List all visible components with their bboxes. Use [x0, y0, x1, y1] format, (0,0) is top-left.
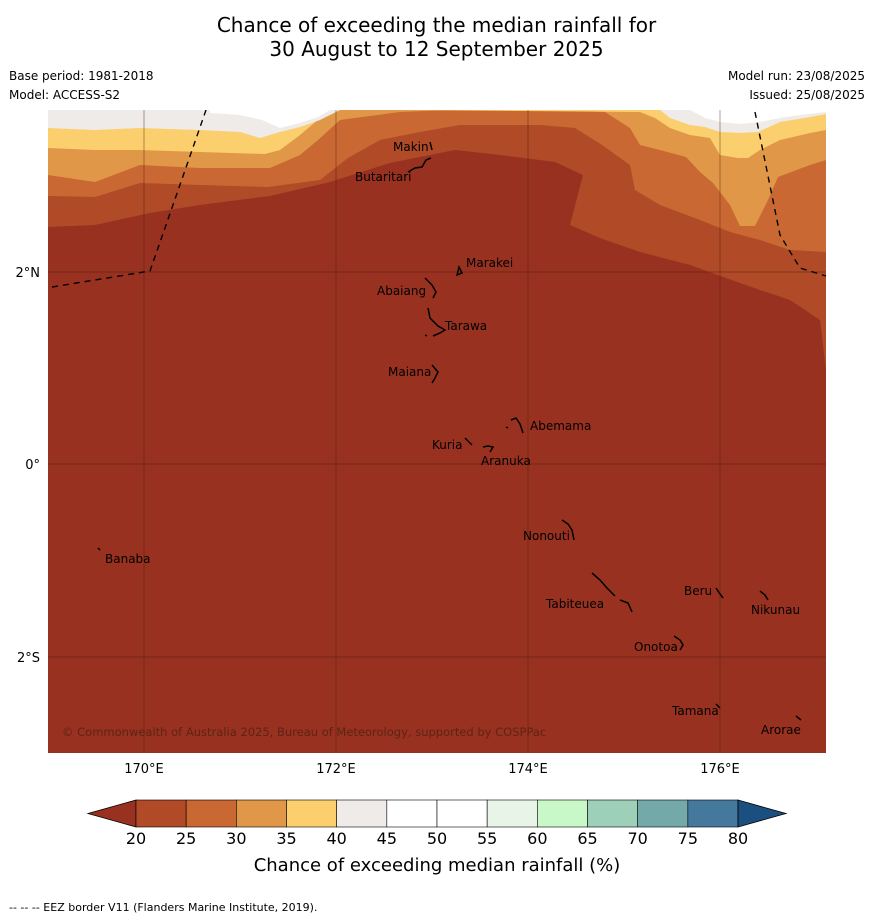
- island-outlines: [97, 141, 802, 721]
- colorbar-under-arrow: [86, 799, 137, 828]
- colorbar-cell: [185, 799, 237, 828]
- copyright-notice: © Commonwealth of Australia 2025, Bureau…: [62, 725, 546, 739]
- island-tamana: [715, 703, 721, 709]
- island-beru: [715, 587, 724, 599]
- label-nikunau: Nikunau: [751, 603, 800, 617]
- label-aranuka: Aranuka: [481, 454, 531, 468]
- island-abemama: [505, 417, 524, 434]
- colorbar-tick-label: 75: [678, 829, 698, 848]
- colorbar-cell: [486, 799, 538, 828]
- label-onotoa: Onotoa: [634, 640, 678, 654]
- map-title-line2: 30 August to 12 September 2025: [269, 37, 604, 61]
- label-kuria: Kuria: [432, 438, 463, 452]
- x-tick-170E: 170°E: [124, 762, 164, 777]
- colorbar-cell: [687, 799, 739, 828]
- model-label: Model: ACCESS-S2: [9, 88, 121, 102]
- label-beru: Beru: [684, 584, 712, 598]
- colorbar-tick-label: 30: [226, 829, 246, 848]
- colorbar-tick-label: 65: [577, 829, 597, 848]
- map-panel: Makin Butaritari Marakei Abaiang Tarawa …: [48, 110, 826, 753]
- colorbar-cell: [637, 799, 689, 828]
- colorbar-cell: [436, 799, 488, 828]
- label-makin: Makin: [393, 140, 429, 154]
- colorbar: 20 25 30 35 40 45 50 55 60 65 70 75 80 Chance of exc…: [86, 799, 788, 876]
- label-tarawa: Tarawa: [444, 319, 487, 333]
- colorbar-tick-label: 35: [276, 829, 296, 848]
- island-onotoa: [673, 635, 684, 651]
- island-tabiteuea: [591, 572, 633, 613]
- label-abaiang: Abaiang: [377, 284, 426, 298]
- band-50-55-east: [690, 110, 826, 124]
- colorbar-title: Chance of exceeding median rainfall (%): [254, 855, 621, 876]
- colorbar-tick-label: 50: [427, 829, 447, 848]
- model-run-label: Model run: 23/08/2025: [727, 69, 865, 83]
- x-tick-176E: 176°E: [700, 762, 740, 777]
- island-butaritari: [407, 157, 432, 173]
- island-banaba: [97, 547, 101, 551]
- island-makin: [429, 141, 433, 151]
- colorbar-cell: [386, 799, 438, 828]
- colorbar-tick-label: 25: [176, 829, 196, 848]
- label-marakei: Marakei: [466, 256, 513, 270]
- colorbar-over-arrow: [737, 799, 788, 828]
- colorbar-tick-label: 80: [728, 829, 748, 848]
- issued-label: Issued: 25/08/2025: [749, 88, 865, 102]
- island-nonouti: [561, 519, 575, 541]
- label-maiana: Maiana: [388, 365, 431, 379]
- colorbar-tick-label: 55: [477, 829, 497, 848]
- island-nikunau: [759, 590, 769, 601]
- colorbar-tick-label: 60: [527, 829, 547, 848]
- island-kuria: [464, 437, 473, 446]
- colorbar-tick-label: 45: [377, 829, 397, 848]
- colorbar-cell: [336, 799, 388, 828]
- colorbar-tick-label: 20: [126, 829, 146, 848]
- colorbar-cell: [236, 799, 287, 828]
- band-50-55: [210, 110, 330, 128]
- graticule: [48, 110, 826, 753]
- island-aranuka: [482, 445, 495, 453]
- band-45-50: [48, 110, 826, 138]
- island-maiana: [431, 364, 439, 384]
- label-tamana: Tamana: [671, 704, 719, 718]
- colorbar-cell: [537, 799, 588, 828]
- label-tabiteuea: Tabiteuea: [545, 597, 604, 611]
- island-tarawa: [424, 307, 447, 337]
- base-period-label: Base period: 1981-2018: [9, 69, 154, 83]
- eez-footnote: -- -- -- EEZ border V11 (Flanders Marine…: [9, 901, 318, 914]
- x-tick-172E: 172°E: [316, 762, 356, 777]
- colorbar-tick-label: 70: [627, 829, 647, 848]
- x-tick-174E: 174°E: [508, 762, 548, 777]
- label-arorae: Arorae: [761, 723, 801, 737]
- y-tick-0: 0°: [25, 458, 40, 473]
- label-butaritari: Butaritari: [355, 170, 412, 184]
- colorbar-tick-label: 40: [326, 829, 346, 848]
- label-banaba: Banaba: [105, 552, 151, 566]
- island-arorae: [795, 715, 802, 721]
- label-abemama: Abemama: [530, 419, 591, 433]
- island-abaiang: [424, 277, 437, 299]
- y-tick-2S: 2°S: [17, 651, 40, 666]
- island-marakei: [455, 264, 464, 277]
- colorbar-cell: [135, 799, 187, 828]
- map-title-line1: Chance of exceeding the median rainfall …: [216, 13, 657, 37]
- label-nonouti: Nonouti: [523, 529, 570, 543]
- colorbar-cell: [587, 799, 638, 828]
- colorbar-cell: [286, 799, 337, 828]
- y-tick-2N: 2°N: [16, 266, 41, 281]
- eez-border: [51, 110, 826, 288]
